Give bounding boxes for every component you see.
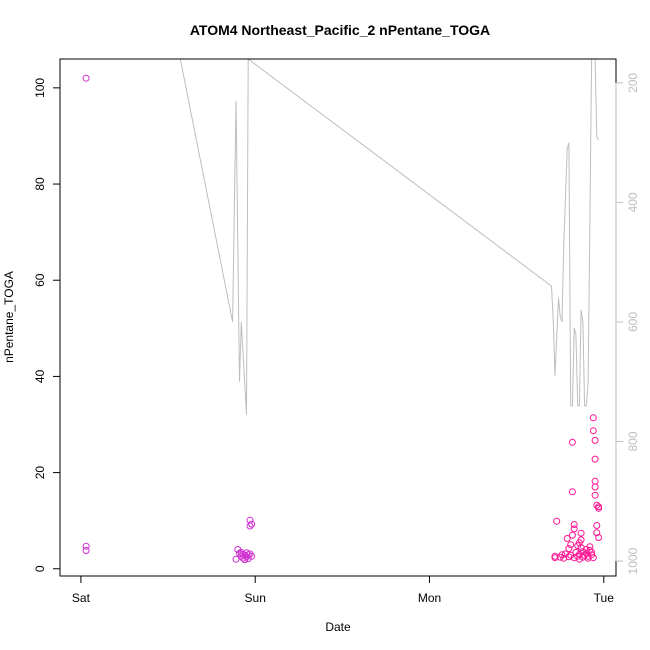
x-tick-label: Mon [418,591,441,605]
data-point [553,517,561,525]
x-tick-label: Sat [72,591,91,605]
data-point [577,529,585,537]
data-point [248,552,256,560]
y2-tick-label: 1000 [626,547,640,574]
data-point [595,534,603,541]
y-tick-label: 40 [33,369,47,383]
data-point [565,545,573,553]
data-point [568,488,576,496]
y2-tick-label: 800 [626,431,640,451]
y2-tick-label: 200 [626,73,640,93]
data-point [577,536,585,544]
y2-tick-label: 400 [626,192,640,212]
data-point [567,551,575,559]
y2-axis: 200 400 600 800 1000 [615,73,640,574]
data-point [589,427,597,435]
data-point [589,414,597,422]
y-axis: 0 20 40 60 80 100 [33,78,61,572]
data-point [570,525,578,533]
data-point [567,541,575,549]
data-point [82,74,90,82]
data-point [570,521,578,528]
data-point [591,483,599,491]
data-point [593,529,601,537]
series-line [86,59,600,415]
data-point [568,531,576,539]
x-axis-label: Date [325,620,351,634]
data-point [591,436,599,444]
y-axis-label: nPentane_TOGA [2,271,16,363]
data-point [586,547,594,554]
data-point [232,555,240,563]
data-point [591,491,599,499]
x-tick-label: Sun [245,591,266,605]
chart-title: ATOM4 Northeast_Pacific_2 nPentane_TOGA [190,22,490,38]
data-point [579,548,587,555]
data-point [591,455,599,463]
plot-layer [82,59,603,564]
data-point [82,547,90,554]
data-point [246,516,254,524]
data-point [595,503,603,511]
data-point [565,553,573,561]
x-axis: Sat Sun Mon Tue [72,575,615,605]
x-tick-label: Tue [594,591,615,605]
data-point [558,551,566,559]
y-tick-label: 80 [33,177,47,191]
data-point [82,542,90,550]
data-point [575,555,583,563]
data-point [563,535,571,542]
data-point [246,522,254,530]
data-point [589,554,597,562]
data-point [591,477,599,485]
y-tick-label: 60 [33,273,47,287]
y2-tick-label: 600 [626,312,640,332]
y-tick-label: 100 [33,78,47,98]
data-point [248,520,256,528]
data-point [244,555,252,563]
data-point [572,548,580,556]
data-point [568,438,576,446]
data-point [593,522,601,529]
y-tick-label: 0 [33,565,47,572]
plot-frame [59,58,617,577]
data-point [551,552,559,560]
y-tick-label: 20 [33,466,47,480]
data-point [560,554,568,562]
